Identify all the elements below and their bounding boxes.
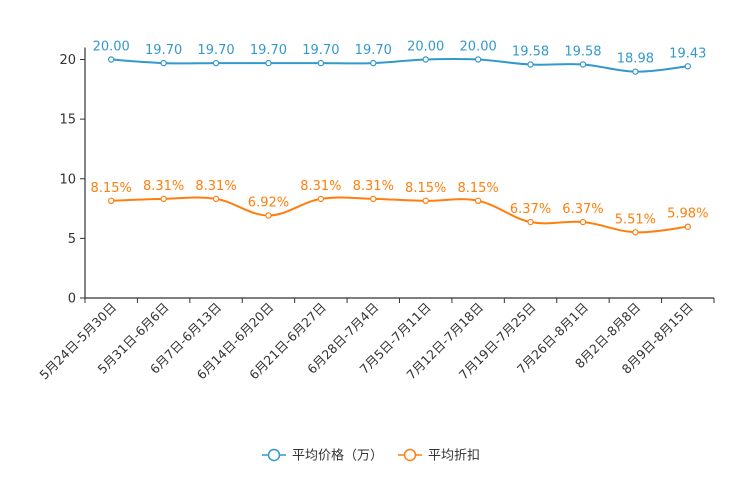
data-label: 8.15%	[405, 181, 446, 196]
data-point[interactable]	[108, 56, 115, 63]
data-label: 19.70	[145, 43, 182, 58]
data-label: 20.00	[460, 40, 497, 55]
data-point[interactable]	[684, 223, 691, 230]
data-label: 8.15%	[457, 181, 498, 196]
data-label: 19.58	[512, 45, 549, 60]
data-point[interactable]	[474, 56, 482, 63]
data-point[interactable]	[160, 195, 167, 203]
series-line	[111, 196, 688, 234]
data-label: 19.58	[564, 45, 601, 60]
data-label: 8.31%	[300, 179, 341, 194]
data-label: 19.70	[355, 43, 392, 58]
y-tick-label: 10	[59, 172, 76, 187]
data-point[interactable]	[422, 197, 429, 205]
x-axis-ticks: 5月24日-5月30日5月31日-6月6日6月7日-6月13日6月14日-6月2…	[36, 298, 715, 382]
data-label: 8.31%	[195, 179, 236, 194]
y-tick-label: 20	[59, 53, 76, 68]
data-label: 18.98	[617, 52, 654, 67]
y-tick-label: 0	[68, 292, 76, 307]
series-layer: 20.00 19.70 19.70 19.70 19.70 19.70 20.00 20.00…	[91, 40, 708, 236]
legend-label: 平均折扣	[428, 449, 480, 464]
data-point[interactable]	[160, 59, 167, 67]
series-line	[111, 57, 688, 73]
data-label: 20.00	[93, 40, 130, 55]
data-point[interactable]	[317, 59, 325, 67]
data-label: 6.92%	[248, 195, 289, 210]
data-point[interactable]	[579, 218, 587, 226]
data-label: 6.37%	[510, 202, 551, 217]
data-point[interactable]	[684, 63, 691, 70]
legend-label: 平均价格（万）	[292, 448, 383, 464]
data-point[interactable]	[632, 68, 639, 75]
data-point[interactable]	[474, 197, 482, 205]
data-point[interactable]	[527, 218, 534, 226]
legend-item-1[interactable]: 平均价格（万）	[262, 448, 383, 464]
data-label: 5.51%	[615, 212, 656, 227]
data-label: 6.37%	[562, 202, 603, 217]
data-point[interactable]	[579, 61, 587, 68]
data-point[interactable]	[212, 195, 220, 203]
data-point[interactable]	[632, 229, 639, 236]
data-label: 19.70	[302, 43, 339, 58]
data-point[interactable]	[265, 59, 272, 67]
data-label: 19.70	[197, 43, 234, 58]
legend: 平均价格（万） 平均折扣	[262, 448, 480, 464]
y-axis-ticks: 0 5 10 15 20	[59, 53, 85, 307]
legend-item-2[interactable]: 平均折扣	[398, 449, 480, 464]
data-point[interactable]	[370, 59, 377, 67]
data-point[interactable]	[527, 61, 534, 68]
data-point[interactable]	[370, 195, 377, 203]
data-label: 8.31%	[143, 179, 184, 194]
legend-marker-icon	[267, 448, 281, 462]
y-tick-label: 15	[59, 113, 76, 128]
data-label: 20.00	[407, 40, 444, 55]
data-point[interactable]	[265, 212, 272, 219]
data-label: 19.70	[250, 43, 287, 58]
data-point[interactable]	[212, 59, 220, 67]
axes	[84, 47, 714, 299]
legend-marker-icon	[403, 448, 417, 462]
y-tick-label: 5	[68, 232, 76, 247]
data-label: 5.98%	[667, 207, 708, 222]
data-point[interactable]	[317, 195, 325, 203]
data-label: 19.43	[669, 46, 706, 61]
series-2: 8.15% 8.31% 8.31% 6.92% 8.31% 8.31% 8.15% 8.15%…	[91, 179, 708, 236]
data-label: 8.15%	[91, 181, 132, 196]
series-1: 20.00 19.70 19.70 19.70 19.70 19.70 20.00 20.00…	[93, 40, 706, 75]
data-point[interactable]	[422, 56, 429, 63]
data-point[interactable]	[108, 197, 115, 205]
data-label: 8.31%	[353, 179, 394, 194]
